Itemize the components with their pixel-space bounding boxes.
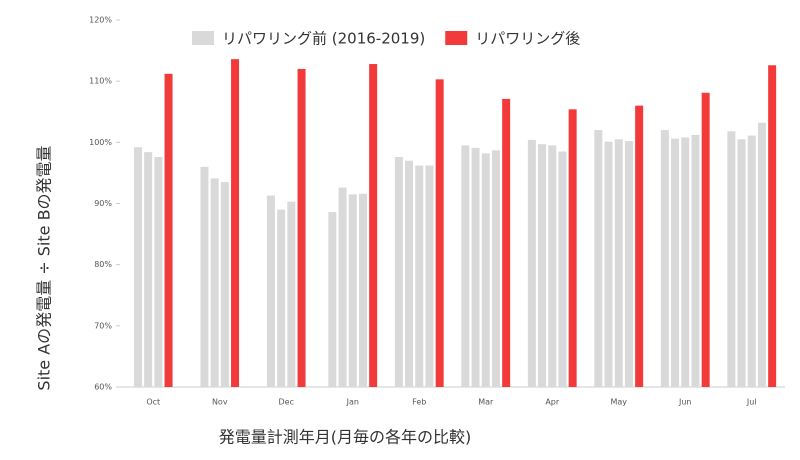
bar [287,201,296,387]
bar [681,137,690,387]
bar [747,135,756,387]
bar [558,151,567,387]
y-tick-label: 100% [89,138,112,147]
x-tick-label: Jan [346,398,359,407]
x-tick-label: Apr [545,398,560,407]
legend-label: リパワリング後 [475,30,580,48]
bar [491,150,500,387]
bar [297,68,306,387]
bar [548,145,557,387]
bar [538,144,547,387]
x-axis-title: 発電量計測年月(月毎の各年の比較) [219,428,472,447]
bar [338,187,347,387]
x-tick-label: Feb [412,398,426,407]
y-tick-label: 110% [89,77,112,86]
x-tick-label: Mar [478,398,494,407]
bar [266,195,275,387]
bar [635,105,644,387]
x-tick-label: Jun [678,398,692,407]
x-tick-label: May [610,398,627,407]
bar [154,157,163,387]
bar [471,147,480,387]
bar [210,178,219,387]
bar [671,138,680,387]
legend-swatch [192,31,214,45]
y-tick-label: 60% [94,383,112,392]
x-tick-label: Jul [746,398,757,407]
bar [568,109,577,387]
bar [220,182,229,387]
y-tick-label: 120% [89,16,112,25]
bar [461,145,470,387]
bar [701,92,710,387]
x-tick-label: Oct [146,398,160,407]
bar [277,209,286,387]
bar [144,152,153,387]
bar [133,147,142,387]
y-tick-label: 80% [94,260,112,269]
bar [328,212,337,387]
bar [415,165,424,387]
bar [200,166,209,387]
bar [604,141,613,387]
legend-swatch [445,31,468,45]
y-tick-label: 90% [94,199,112,208]
bar [481,153,490,387]
bar [348,194,357,387]
bar [768,65,777,387]
bar [435,79,444,387]
bar [369,64,378,387]
y-axis-title: Site Aの発電量 ÷ Site Bの発電量 [35,145,54,390]
bar [394,157,403,387]
bar [231,59,240,387]
bar [614,139,623,387]
bar [164,73,173,388]
bar [691,134,700,387]
legend-label: リパワリング前 (2016-2019) [222,30,425,48]
y-tick-label: 70% [94,321,112,330]
bar [594,130,603,387]
bar [527,139,536,387]
bar [737,139,746,387]
bar [624,141,633,387]
bar [660,130,669,387]
bar [425,165,434,387]
bar [727,131,736,387]
x-tick-label: Nov [212,398,228,407]
bar [502,98,511,387]
bar [358,193,367,387]
bar [405,160,414,387]
x-tick-label: Dec [279,398,294,407]
bar [757,122,766,387]
